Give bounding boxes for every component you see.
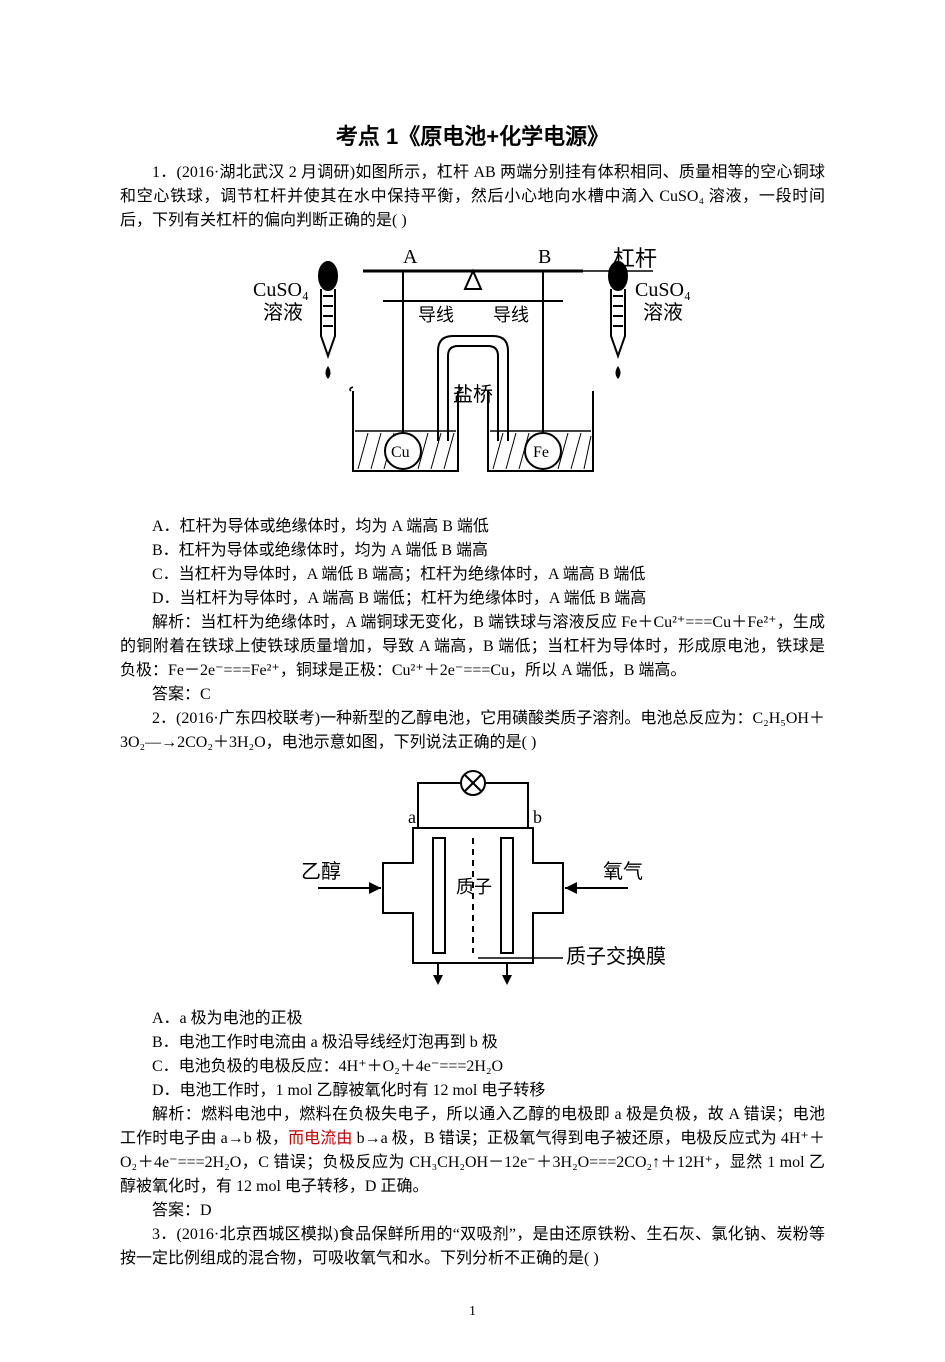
- label-cu: Cu: [391, 444, 410, 461]
- page-number: 1: [120, 1301, 825, 1322]
- label-drop-R1: CuSO₄: [635, 279, 691, 301]
- q2-stem: 2．(2016·广东四校联考)一种新型的乙醇电池，它用磺酸类质子溶剂。电池总反应…: [120, 707, 825, 755]
- q1-opt-B: B．杠杆为导体或绝缘体时，均为 A 端低 B 端高: [120, 539, 825, 563]
- page-title: 考点 1《原电池+化学电源》: [120, 120, 825, 153]
- figure-1: A B 杠杆 导线 导线 盐桥: [120, 241, 825, 509]
- lever-cell-diagram: A B 杠杆 导线 导线 盐桥: [243, 241, 703, 501]
- label-drop-R2: 溶液: [643, 301, 683, 324]
- figure-2: a b 质子 乙醇 氧气 质子交换膜: [120, 763, 825, 1001]
- page-body: 考点 1《原电池+化学电源》 1．(2016·湖北武汉 2 月调研)如图所示，杠…: [0, 0, 945, 1362]
- label-fe: Fe: [533, 444, 549, 461]
- q1-explain: 解析：当杠杆为绝缘体时，A 端铜球无变化，B 端铁球与溶液反应 Fe＋Cu²⁺=…: [120, 611, 825, 683]
- label-ethanol: 乙醇: [301, 860, 341, 883]
- q2-opt-C: C．电池负极的电极反应：4H⁺＋O₂＋4e⁻===2H₂O: [120, 1055, 825, 1079]
- q2-opt-D: D．电池工作时，1 mol 乙醇被氧化时有 12 mol 电子转移: [120, 1079, 825, 1103]
- label-wire-R: 导线: [493, 305, 529, 325]
- label-A: A: [403, 246, 418, 268]
- q2-opt-B: B．电池工作时电流由 a 极沿导线经灯泡再到 b 极: [120, 1031, 825, 1055]
- label-B: B: [538, 246, 551, 268]
- label-membrane: 质子交换膜: [566, 945, 666, 968]
- label-drop-L2: 溶液: [263, 301, 303, 324]
- label-wire-L: 导线: [418, 305, 454, 325]
- label-b: b: [533, 807, 542, 827]
- q1-opt-D: D．当杠杆为导体时，A 端高 B 端低；杠杆为绝缘体时，A 端低 B 端高: [120, 587, 825, 611]
- q3-stem: 3．(2016·北京西城区模拟)食品保鲜所用的“双吸剂”，是由还原铁粉、生石灰、…: [120, 1223, 825, 1271]
- label-drop-L1: CuSO₄: [253, 279, 309, 301]
- q2-explain-hl: 而电流由: [288, 1130, 352, 1147]
- q2-opt-A: A．a 极为电池的正极: [120, 1007, 825, 1031]
- q1-opt-C: C．当杠杆为导体时，A 端低 B 端高；杠杆为绝缘体时，A 端高 B 端低: [120, 563, 825, 587]
- q1-opt-A: A．杠杆为导体或绝缘体时，均为 A 端高 B 端低: [120, 515, 825, 539]
- q1-answer: 答案：C: [120, 683, 825, 707]
- q1-stem: 1．(2016·湖北武汉 2 月调研)如图所示，杠杆 AB 两端分别挂有体积相同…: [120, 161, 825, 233]
- ethanol-cell-diagram: a b 质子 乙醇 氧气 质子交换膜: [263, 763, 683, 993]
- label-a: a: [408, 807, 416, 827]
- q2-answer: 答案：D: [120, 1199, 825, 1223]
- q2-explain: 解析：燃料电池中，燃料在负极失电子，所以通入乙醇的电极即 a 极是负极，故 A …: [120, 1103, 825, 1199]
- label-oxygen: 氧气: [603, 860, 643, 883]
- label-proton: 质子: [456, 877, 492, 897]
